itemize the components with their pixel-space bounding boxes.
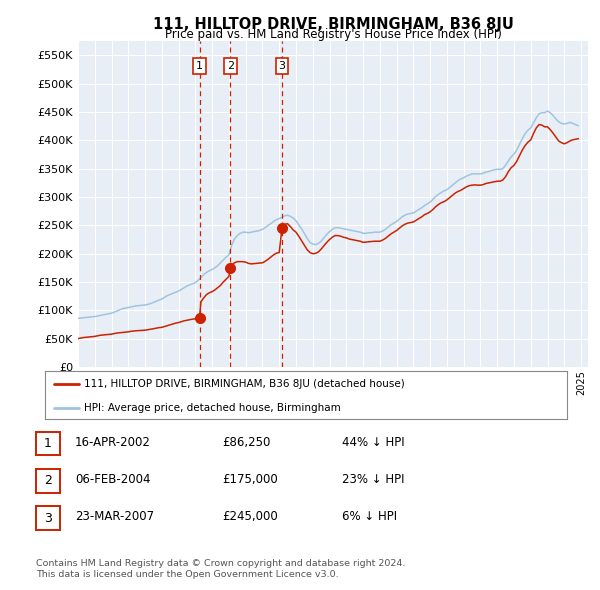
Text: 06-FEB-2004: 06-FEB-2004 [75, 473, 151, 486]
Text: Price paid vs. HM Land Registry's House Price Index (HPI): Price paid vs. HM Land Registry's House … [164, 28, 502, 41]
Text: 16-APR-2002: 16-APR-2002 [75, 436, 151, 449]
Text: 6% ↓ HPI: 6% ↓ HPI [342, 510, 397, 523]
Text: 1: 1 [196, 61, 203, 71]
Text: 44% ↓ HPI: 44% ↓ HPI [342, 436, 404, 449]
Text: 1: 1 [44, 437, 52, 450]
Text: 3: 3 [44, 512, 52, 525]
Text: 23-MAR-2007: 23-MAR-2007 [75, 510, 154, 523]
Text: This data is licensed under the Open Government Licence v3.0.: This data is licensed under the Open Gov… [36, 570, 338, 579]
Text: 3: 3 [278, 61, 286, 71]
Text: £86,250: £86,250 [222, 436, 271, 449]
Text: HPI: Average price, detached house, Birmingham: HPI: Average price, detached house, Birm… [84, 403, 341, 413]
Text: £175,000: £175,000 [222, 473, 278, 486]
Text: 23% ↓ HPI: 23% ↓ HPI [342, 473, 404, 486]
Text: 2: 2 [227, 61, 234, 71]
Text: 2: 2 [44, 474, 52, 487]
Text: 111, HILLTOP DRIVE, BIRMINGHAM, B36 8JU (detached house): 111, HILLTOP DRIVE, BIRMINGHAM, B36 8JU … [84, 379, 405, 389]
Text: Contains HM Land Registry data © Crown copyright and database right 2024.: Contains HM Land Registry data © Crown c… [36, 559, 406, 568]
Text: £245,000: £245,000 [222, 510, 278, 523]
Text: 111, HILLTOP DRIVE, BIRMINGHAM, B36 8JU: 111, HILLTOP DRIVE, BIRMINGHAM, B36 8JU [152, 17, 514, 31]
